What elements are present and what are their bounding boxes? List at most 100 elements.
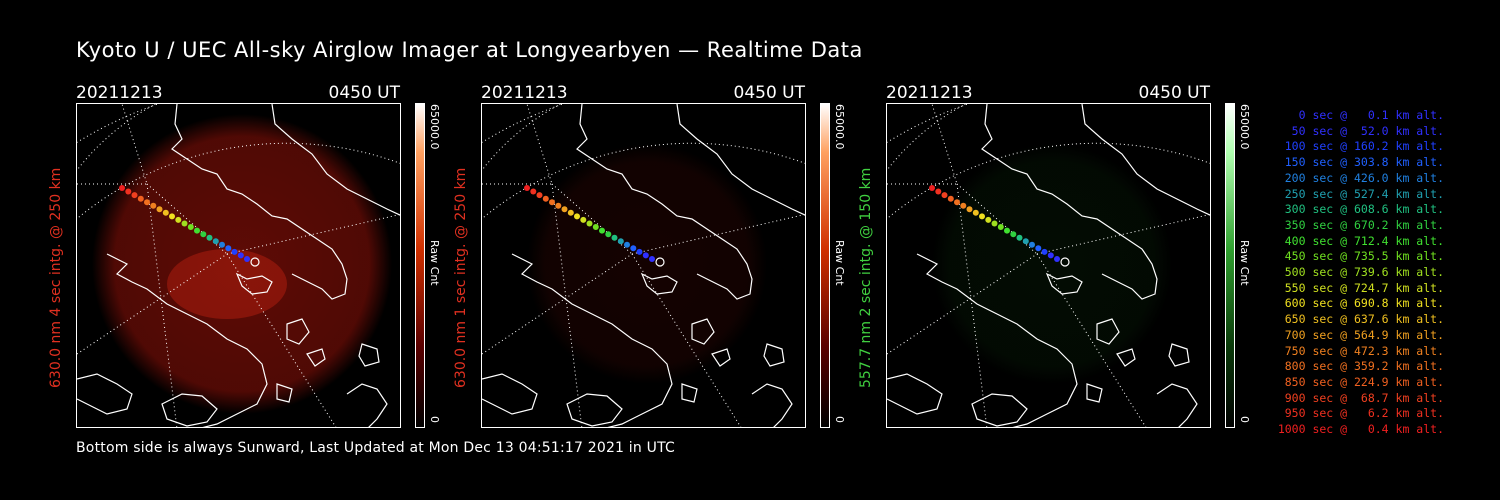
trajectory-dot <box>1047 252 1054 259</box>
colorbar-min: 0 <box>1238 416 1251 423</box>
trajectory-dot <box>567 209 574 216</box>
trajectory-dot <box>561 206 568 213</box>
trajectory-dot <box>972 209 979 216</box>
trajectory-dot <box>187 224 194 230</box>
legend-entry: 950 sec @ 6.2 km alt. <box>1284 406 1444 421</box>
trajectory-dot <box>649 256 655 262</box>
colorbar-label: Raw Cnt <box>428 240 441 286</box>
station-marker <box>1060 257 1070 267</box>
trajectory-dot <box>1035 245 1042 252</box>
colorbar-min: 0 <box>833 416 846 423</box>
legend-entry: 100 sec @ 160.2 km alt. <box>1284 139 1444 154</box>
colorbar-max: 65000.0 <box>833 104 846 150</box>
trajectory-legend: 0 sec @ 0.1 km alt. 50 sec @ 52.0 km alt.… <box>1262 108 1444 438</box>
trajectory-dot <box>642 252 649 259</box>
legend-entry: 650 sec @ 637.6 km alt. <box>1284 312 1444 327</box>
trajectory-dot <box>636 248 643 255</box>
trajectory-dot <box>137 195 144 202</box>
trajectory-dot <box>194 227 200 234</box>
trajectory-dot <box>549 199 555 206</box>
panel-ylabel: 630.0 nm 4 sec intg. @ 250 km <box>48 167 64 389</box>
airglow-disk <box>932 144 1172 384</box>
allsky-image <box>76 103 401 428</box>
trajectory-dot <box>119 185 125 191</box>
allsky-map <box>77 104 400 427</box>
colorbar-max: 65000.0 <box>428 104 441 150</box>
trajectory-dot <box>991 220 998 227</box>
legend-entry: 350 sec @ 670.2 km alt. <box>1284 217 1444 232</box>
trajectory-dot <box>624 241 630 248</box>
trajectory-dot <box>592 224 599 230</box>
legend-entry: 800 sec @ 359.2 km alt. <box>1284 359 1444 374</box>
legend-entry: 1000 sec @ 0.4 km alt. <box>1277 422 1444 437</box>
panel-time: 0450 UT <box>733 83 806 103</box>
trajectory-dot <box>542 195 549 202</box>
trajectory-dot <box>156 206 163 213</box>
colorbar-label: Raw Cnt <box>1238 240 1251 286</box>
colorbar <box>1225 103 1235 428</box>
trajectory-dot <box>144 199 150 206</box>
trajectory-dot <box>555 202 562 209</box>
trajectory-dot <box>225 245 232 252</box>
trajectory-dot <box>150 202 157 209</box>
panel-time: 0450 UT <box>328 83 401 103</box>
trajectory-dot <box>1010 231 1017 238</box>
legend-entry: 400 sec @ 712.4 km alt. <box>1284 233 1444 248</box>
legend-entry: 200 sec @ 426.0 km alt. <box>1284 170 1444 185</box>
panel-date: 20211213 <box>481 83 568 103</box>
image-panel-1: 20211213 0450 UT 630.0 nm 4 sec intg. @ … <box>48 80 496 440</box>
trajectory-dot <box>985 216 992 223</box>
trajectory-dot <box>929 185 935 191</box>
trajectory-dot <box>599 227 605 234</box>
trajectory-dot <box>125 188 132 195</box>
legend-entry: 900 sec @ 68.7 km alt. <box>1284 390 1444 405</box>
legend-entry: 600 sec @ 690.8 km alt. <box>1284 296 1444 311</box>
coastlines <box>482 104 805 427</box>
panel-date: 20211213 <box>76 83 163 103</box>
trajectory-dot <box>536 192 543 199</box>
trajectory-dot <box>1054 256 1060 262</box>
trajectory-dot <box>244 256 250 262</box>
trajectory-dot <box>617 238 624 245</box>
legend-entry: 0 sec @ 0.1 km alt. <box>1298 108 1444 122</box>
panel-ylabel: 557.7 nm 2 sec intg. @ 150 km <box>858 167 874 389</box>
trajectory-dot <box>237 252 244 259</box>
page-title: Kyoto U / UEC All-sky Airglow Imager at … <box>76 38 863 62</box>
trajectory-dot <box>524 185 530 191</box>
trajectory-dot <box>219 241 225 248</box>
trajectory-dots <box>524 185 655 262</box>
colorbar-label: Raw Cnt <box>833 240 846 286</box>
trajectory-dot <box>611 234 618 241</box>
trajectory-dot <box>131 192 138 199</box>
trajectory-dot <box>586 220 593 227</box>
allsky-image <box>886 103 1211 428</box>
trajectory-dot <box>175 216 182 223</box>
trajectory-dot <box>1041 248 1048 255</box>
airglow-bright-patch <box>167 249 287 319</box>
legend-entry: 500 sec @ 739.6 km alt. <box>1284 265 1444 280</box>
panel-date: 20211213 <box>886 83 973 103</box>
trajectory-dot <box>630 245 637 252</box>
trajectory-dot <box>1004 227 1010 234</box>
airglow-disk <box>527 144 767 384</box>
trajectory-dots <box>929 185 1060 262</box>
image-panel-2: 20211213 0450 UT 630.0 nm 1 sec intg. @ … <box>453 80 901 440</box>
trajectory-dot <box>997 224 1004 230</box>
trajectory-dot <box>935 188 942 195</box>
image-panel-3: 20211213 0450 UT 557.7 nm 2 sec intg. @ … <box>858 80 1306 440</box>
trajectory-dot <box>960 202 967 209</box>
allsky-image <box>481 103 806 428</box>
trajectory-dot <box>169 213 175 220</box>
trajectory-dot <box>941 192 948 199</box>
legend-entry: 550 sec @ 724.7 km alt. <box>1284 280 1444 295</box>
station-marker <box>655 257 665 267</box>
trajectory-dot <box>580 216 587 223</box>
trajectory-dot <box>1016 234 1023 241</box>
airglow-disk <box>92 114 392 414</box>
coastlines <box>887 104 1210 427</box>
trajectory-dots <box>119 185 250 262</box>
footer-note: Bottom side is always Sunward, Last Upda… <box>76 440 675 456</box>
panel-time: 0450 UT <box>1138 83 1211 103</box>
colorbar-max: 65000.0 <box>1238 104 1251 150</box>
trajectory-dot <box>954 199 960 206</box>
